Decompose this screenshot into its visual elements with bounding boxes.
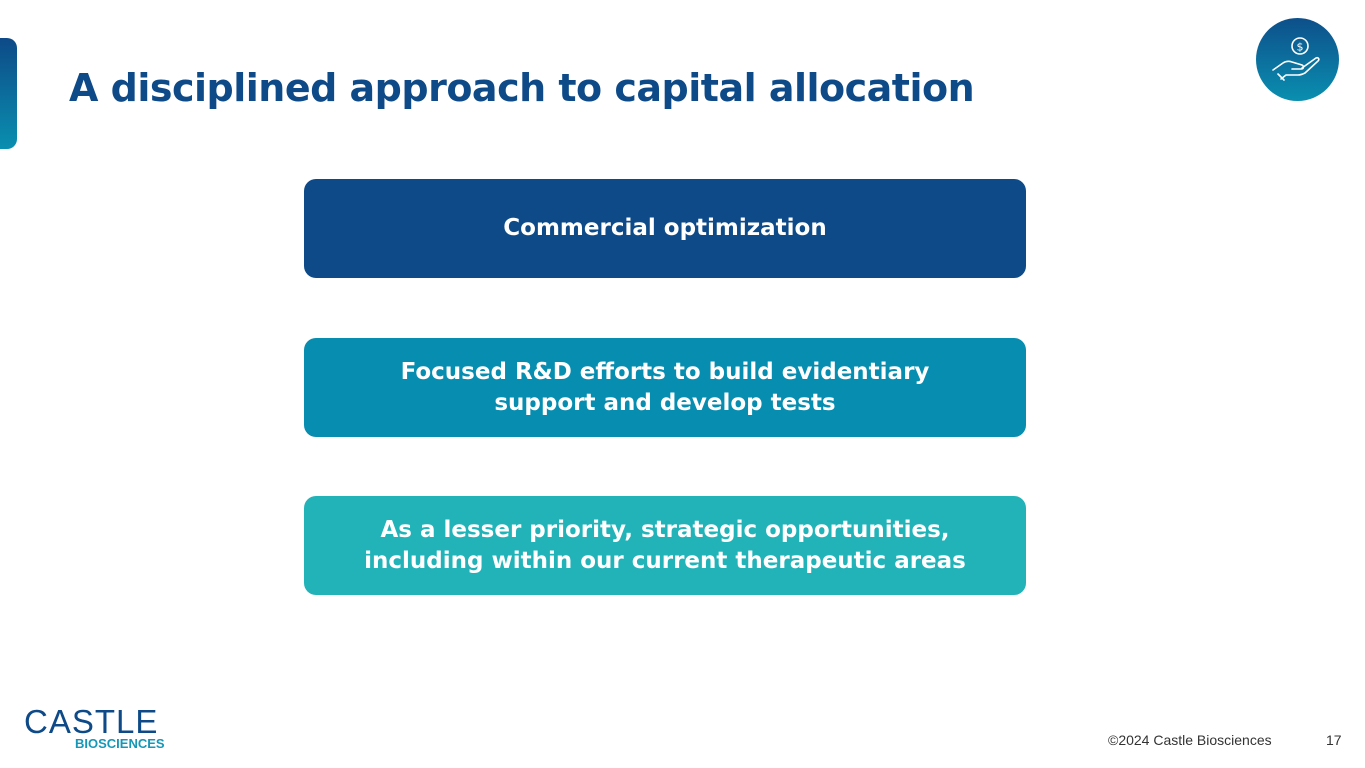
priority-text: As a lesser priority, strategic opportun… <box>364 516 966 574</box>
priority-box-3: As a lesser priority, strategic opportun… <box>304 496 1026 595</box>
accent-bar <box>0 38 17 149</box>
castle-biosciences-logo: CASTLE BIOSCIENCES <box>24 703 165 751</box>
copyright: ©2024 Castle Biosciences <box>1108 732 1272 748</box>
logo-sub: BIOSCIENCES <box>75 736 165 751</box>
priority-box-1: Commercial optimization <box>304 179 1026 278</box>
page-number: 17 <box>1326 732 1342 748</box>
svg-text:$: $ <box>1297 41 1304 54</box>
hand-holding-dollar-icon: $ <box>1256 18 1339 101</box>
priority-box-2: Focused R&D efforts to build evidentiary… <box>304 338 1026 437</box>
priority-text: Focused R&D efforts to build evidentiary… <box>400 358 930 416</box>
slide-title: A disciplined approach to capital alloca… <box>69 66 975 110</box>
priority-text: Commercial optimization <box>503 215 827 241</box>
logo-main: CASTLE <box>24 703 159 740</box>
